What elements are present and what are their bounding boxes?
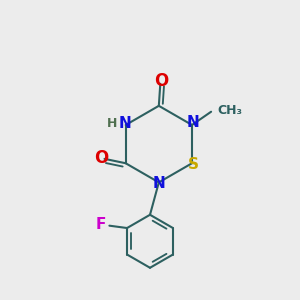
Text: N: N <box>118 116 131 131</box>
Text: N: N <box>152 176 165 191</box>
Text: H: H <box>107 117 117 130</box>
Text: F: F <box>95 217 106 232</box>
Text: O: O <box>94 149 108 167</box>
Text: S: S <box>188 157 199 172</box>
Text: N: N <box>187 115 199 130</box>
Text: CH₃: CH₃ <box>218 104 243 117</box>
Text: O: O <box>154 72 168 90</box>
